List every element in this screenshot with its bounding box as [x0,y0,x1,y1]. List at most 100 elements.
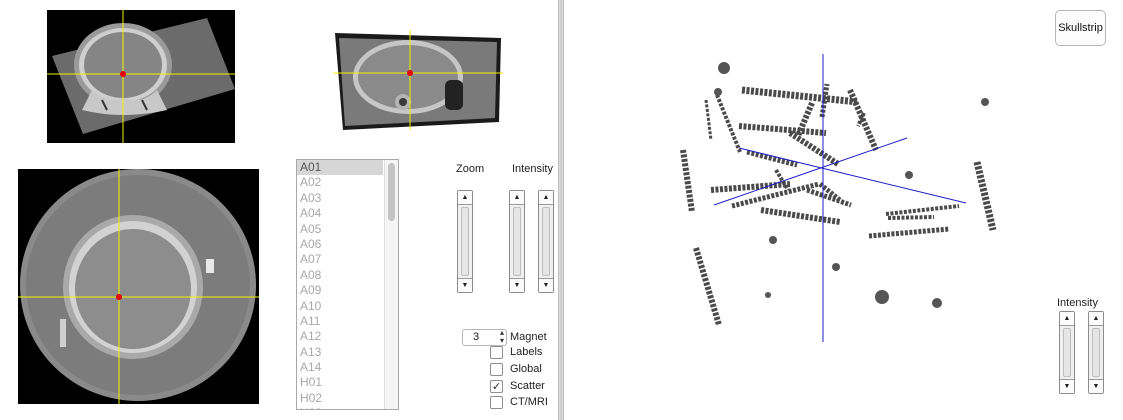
scatter-segment [856,112,866,127]
scatter-blob [875,290,889,304]
intensity1-up-arrow-icon[interactable]: ▲ [510,191,524,205]
series-list-item[interactable]: A14 [300,360,322,375]
scatter-segment [973,161,997,231]
3d-scatter-view[interactable] [564,0,1123,420]
position-marker [407,70,413,76]
series-list-item[interactable]: A06 [300,236,322,251]
scatter-segment [847,88,879,152]
labels-checkbox[interactable] [490,346,503,359]
scatter-blob [718,62,730,74]
scatter-checkbox-label: Scatter [510,380,545,392]
scatter-blob [981,98,989,106]
zoom-slider[interactable]: ▲ ▼ [457,190,473,293]
series-list-item[interactable]: A12 [300,329,322,344]
series-list-item[interactable]: A07 [300,252,322,267]
series-list-item[interactable]: A11 [300,313,321,328]
scatter-segment [760,207,841,225]
scatter-segment [704,99,713,141]
series-list-item[interactable]: H03 [297,406,383,409]
zoom-slider-track[interactable] [461,207,469,276]
intensity1-slider-track[interactable] [513,207,521,276]
intensity2-down-arrow-icon[interactable]: ▼ [539,278,553,292]
right-intensity1-up-arrow-icon[interactable]: ▲ [1060,312,1074,326]
magnet-label: Magnet [510,331,547,343]
right-intensity-slider-2[interactable]: ▲ ▼ [1088,311,1104,394]
scatter-blob [714,88,722,96]
series-list-item[interactable]: A05 [300,221,322,236]
coronal-view[interactable] [47,10,235,143]
skullstrip-button[interactable]: Skullstrip [1055,10,1106,46]
series-list-item[interactable]: A13 [300,344,322,359]
scatter-blob [832,263,840,271]
series-list-item[interactable]: A10 [300,298,322,313]
global-checkbox-label: Global [510,363,542,375]
scatter-checkbox[interactable]: ✓ [490,380,503,393]
right-intensity1-slider-track[interactable] [1063,328,1071,377]
scatter-segment [795,101,815,138]
right-intensity2-down-arrow-icon[interactable]: ▼ [1089,379,1103,393]
zoom-down-arrow-icon[interactable]: ▼ [458,278,472,292]
scatter-blob [932,298,942,308]
coronal-slice [47,10,235,143]
series-list[interactable]: A01 A02 A03 A04 A05 A06 A07 A08 A09 A10 A11 A12 A13 A… [296,159,399,410]
scatter-segment [774,168,790,192]
zoom-up-arrow-icon[interactable]: ▲ [458,191,472,205]
axial-slice [18,169,259,404]
series-list-item[interactable]: A01 [297,160,383,176]
scatter-segment [868,226,950,239]
spinner-arrows-icon[interactable]: ▴ ▾ [499,328,504,345]
slice-views-panel: A01 A02 A03 A04 A05 A06 A07 A08 A09 A10 A11 A12 A13 A… [0,0,558,420]
3d-view-panel [564,0,1123,420]
series-list-item[interactable]: A08 [300,267,322,282]
check-icon: ✓ [491,381,502,393]
global-checkbox[interactable] [490,363,503,376]
position-marker [116,294,122,300]
scatter-blob [905,171,913,179]
series-list-item[interactable]: A09 [300,283,322,298]
scatter-segment [788,130,840,167]
sagittal-slice [333,30,503,130]
zoom-label: Zoom [456,163,485,175]
intensity2-up-arrow-icon[interactable]: ▲ [539,191,553,205]
labels-checkbox-label: Labels [510,346,543,358]
scatter-segment [738,123,827,136]
series-list-item[interactable]: A03 [300,190,322,205]
right-intensity2-slider-track[interactable] [1092,328,1100,377]
list-scrollbar[interactable] [384,160,398,409]
right-intensity-label: Intensity [1057,297,1098,309]
scatter-segment [887,215,935,220]
scatter-segment [746,149,798,168]
3d-axis-horizontal [713,137,908,206]
scatter-segment [885,204,960,216]
scatter-segment [680,149,695,213]
list-scrollbar-thumb[interactable] [388,163,395,221]
scatter-segment [806,187,852,208]
scatter-segment [715,94,742,153]
series-list-item[interactable]: H02 [300,390,323,405]
sagittal-view[interactable] [333,30,503,130]
scatter-segment [741,86,859,106]
position-marker [120,71,126,77]
scatter-segment [731,181,820,209]
ct-mri-checkbox[interactable] [490,396,503,409]
intensity-label: Intensity [512,163,553,175]
series-list-item[interactable]: H01 [300,375,323,390]
ct-mri-checkbox-label: CT/MRI [510,396,548,408]
intensity1-down-arrow-icon[interactable]: ▼ [510,278,524,292]
3d-axis-depth [738,147,967,204]
scatter-segment [693,247,722,326]
scatter-blob [765,292,771,298]
intensity2-slider-track[interactable] [542,207,550,276]
magnet-spinner[interactable]: 3 ▴ ▾ [462,329,507,346]
axial-view[interactable] [18,169,259,404]
right-intensity-slider-1[interactable]: ▲ ▼ [1059,311,1075,394]
series-list-item[interactable]: A04 [300,206,322,221]
scatter-point-cloud [680,62,997,326]
right-intensity1-down-arrow-icon[interactable]: ▼ [1060,379,1074,393]
right-intensity2-up-arrow-icon[interactable]: ▲ [1089,312,1103,326]
intensity-slider-2[interactable]: ▲ ▼ [538,190,554,293]
split-pane-divider[interactable] [558,0,564,420]
series-list-items: A01 A02 A03 A04 A05 A06 A07 A08 A09 A10 A11 A12 A13 A… [297,160,398,409]
intensity-slider-1[interactable]: ▲ ▼ [509,190,525,293]
series-list-item[interactable]: A02 [300,175,322,190]
